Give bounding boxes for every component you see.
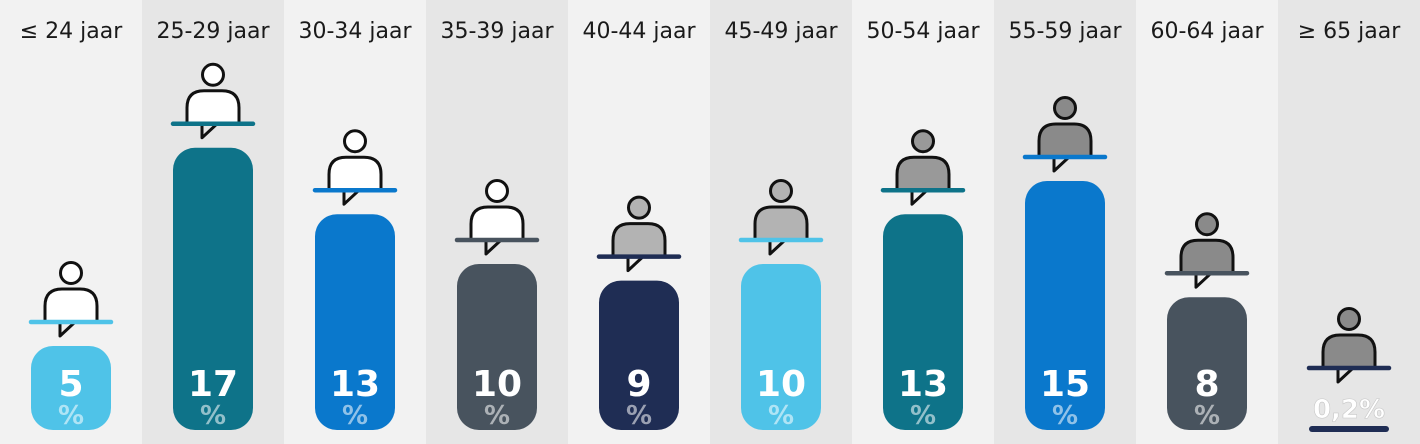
bars	[31, 147, 1389, 432]
category-label: 30-34 jaar	[298, 19, 412, 44]
value-unit: %	[626, 401, 652, 431]
value-label: 15	[1040, 364, 1090, 405]
person-at-desk-icon	[1306, 307, 1392, 384]
bar	[1309, 426, 1389, 432]
value-labels: 5%17%13%10%9%10%13%15%8% 0,2%	[58, 364, 1385, 431]
category-labels: ≤ 24 jaar 25-29 jaar 30-34 jaar 35-39 jaar 4…	[20, 19, 1401, 44]
person-at-desk-icon	[596, 195, 682, 273]
bar	[457, 264, 537, 430]
category-label: 25-29 jaar	[156, 19, 270, 44]
person-at-desk-icon	[28, 261, 114, 338]
bar	[173, 147, 253, 431]
category-label: 60-64 jaar	[1150, 19, 1264, 44]
value-unit: %	[1052, 401, 1078, 431]
value-label: 10	[472, 364, 522, 405]
value-label: 10	[756, 364, 806, 405]
category-label: 55-59 jaar	[1008, 19, 1122, 44]
person-at-desk-icon	[170, 62, 256, 140]
value-unit: %	[342, 401, 368, 431]
bar	[1167, 297, 1247, 430]
value-unit: %	[58, 401, 84, 431]
category-label: 35-39 jaar	[440, 19, 554, 44]
category-label: 50-54 jaar	[866, 19, 980, 44]
bar	[1025, 181, 1105, 430]
bar	[315, 214, 395, 430]
bar	[883, 214, 963, 430]
person-at-desk-icon	[454, 179, 540, 256]
value-label: 9	[626, 364, 651, 405]
person-at-desk-icon	[1164, 212, 1250, 289]
value-label: 8	[1194, 364, 1219, 405]
value-label: 13	[898, 364, 948, 405]
person-at-desk-icon	[880, 129, 966, 206]
person-at-desk-icon	[738, 179, 824, 256]
value-unit: %	[1194, 401, 1220, 431]
person-at-desk-icon	[312, 129, 398, 206]
column-background	[1278, 0, 1420, 444]
category-label: 45-49 jaar	[724, 19, 838, 44]
bar	[599, 280, 679, 430]
value-label: 5	[58, 364, 83, 405]
bar	[31, 346, 111, 430]
value-unit: %	[768, 401, 794, 431]
value-label: 13	[330, 364, 380, 405]
value-unit: %	[200, 401, 226, 431]
person-icons	[28, 62, 1392, 384]
value-unit: %	[484, 401, 510, 431]
value-label: 17	[188, 364, 238, 405]
value-unit: %	[910, 401, 936, 431]
bar	[741, 264, 821, 430]
category-label: 40-44 jaar	[582, 19, 696, 44]
person-at-desk-icon	[1022, 96, 1108, 173]
category-label: ≥ 65 jaar	[1298, 19, 1401, 44]
value-label: 0,2%	[1313, 395, 1385, 425]
category-label: ≤ 24 jaar	[20, 19, 123, 44]
